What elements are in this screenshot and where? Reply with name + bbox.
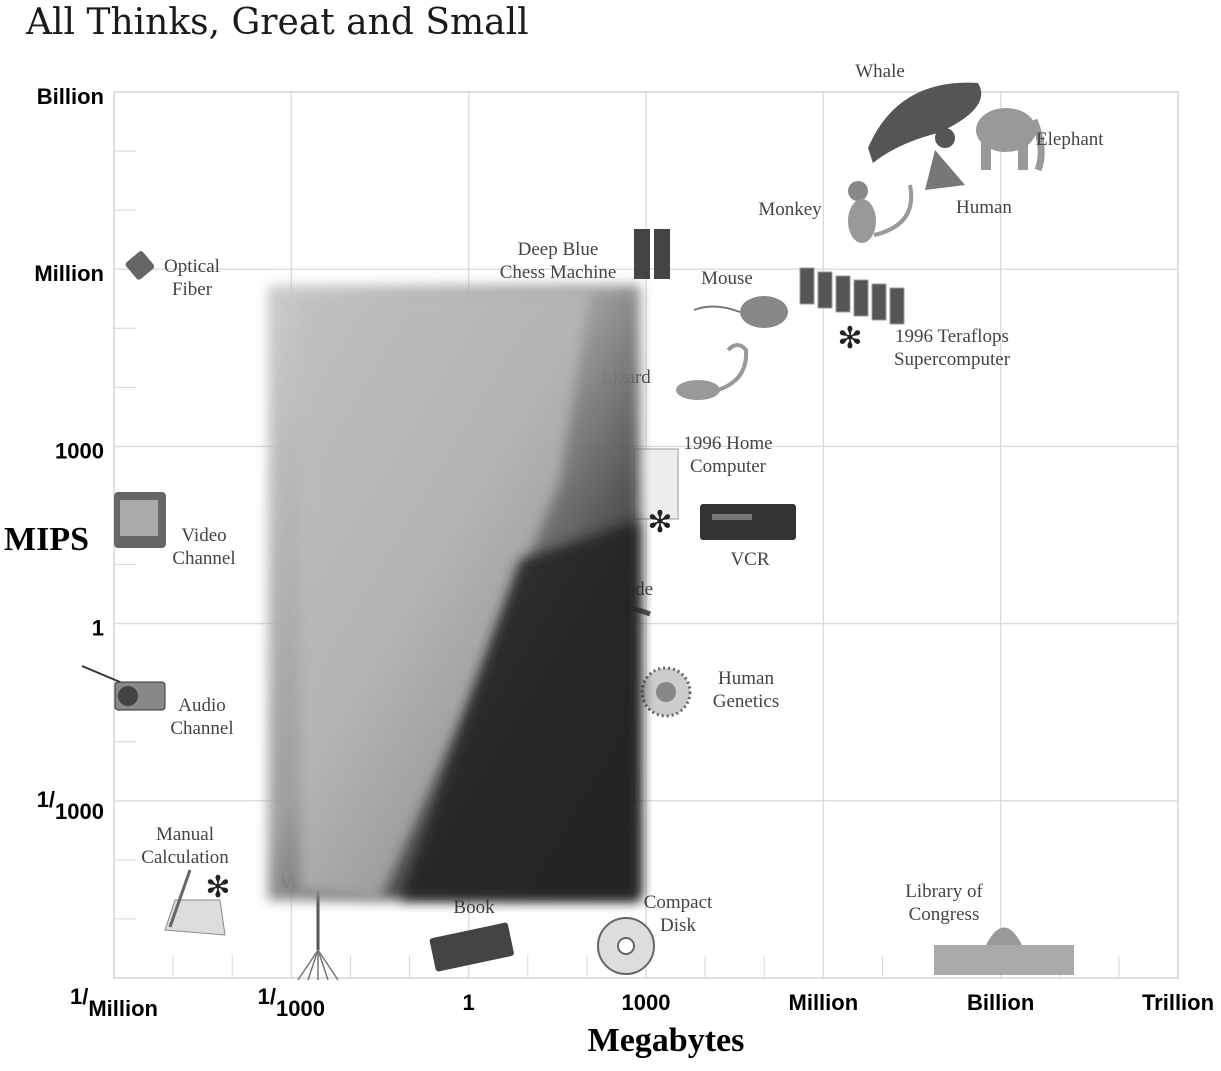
hand-writing-icon — [164, 869, 226, 936]
point-label: 1996 Teraflops Supercomputer — [894, 326, 1011, 370]
y-axis-ticks: Billion Million 1000 1 1/1000 — [34, 84, 104, 824]
data-point: Human — [925, 128, 1012, 218]
point-label: Mouse — [701, 268, 753, 289]
home-computer-icon — [633, 448, 679, 520]
point-label: Book — [453, 897, 495, 918]
asterisk-marker: ✻ — [647, 505, 672, 540]
point-label: Audio Channel — [170, 695, 233, 739]
obscured-region — [268, 285, 640, 900]
data-point: Compact Disk — [597, 892, 713, 975]
data-point: Human Genetics — [640, 666, 779, 718]
data-point: Audio Channel — [81, 665, 234, 739]
point-label: VCR — [730, 549, 769, 570]
point-label: Monkey — [758, 199, 822, 220]
point-label: Whale — [855, 61, 905, 82]
human-icon — [925, 128, 965, 190]
whale-icon — [868, 82, 982, 163]
y-tick-label: Billion — [37, 84, 104, 109]
data-point: Manual Calculation✻ — [141, 824, 231, 936]
data-point: Book — [429, 897, 514, 972]
data-point: Video Channel — [114, 492, 236, 569]
point-label: 1996 Home Computer — [683, 433, 772, 477]
data-point: VCR — [700, 504, 796, 570]
y-tick-label: 1000 — [55, 438, 104, 463]
deep-blue-icon — [634, 229, 670, 279]
neuron-icon — [297, 890, 339, 981]
data-point: Mouse — [693, 268, 788, 328]
data-point: Whale — [855, 61, 982, 163]
vcr-icon — [700, 504, 796, 540]
elephant-icon — [976, 108, 1045, 172]
book-icon — [429, 922, 514, 972]
data-point: 1996 Home Computer ✻ — [633, 433, 773, 540]
chart-title: All Thinks, Great and Small — [25, 2, 529, 43]
y-tick-label: 1/1000 — [37, 787, 104, 824]
point-label: Library of Congress — [905, 881, 983, 925]
x-tick-label: Million — [789, 990, 859, 1015]
data-point: 1996 Teraflops Supercomputer ✻ — [799, 267, 1011, 370]
point-label: Manual Calculation — [141, 824, 229, 868]
x-axis-title: Megabytes — [588, 1022, 745, 1059]
point-label: Compact Disk — [644, 892, 713, 936]
point-label: Deep Blue Chess Machine — [500, 239, 617, 283]
optical-fiber-icon — [125, 251, 155, 280]
library-icon — [934, 927, 1074, 975]
data-point: Library of Congress — [905, 881, 1074, 975]
y-tick-label: 1 — [92, 616, 104, 641]
x-tick-label: Trillion — [1142, 990, 1214, 1015]
mouse-icon — [693, 296, 788, 328]
point-label: Elephant — [1036, 129, 1104, 150]
x-tick-label: 1 — [463, 990, 475, 1015]
monkey-icon — [848, 181, 914, 243]
asterisk-marker: ✻ — [205, 870, 230, 905]
tv-icon — [114, 492, 166, 548]
x-tick-label: Billion — [967, 990, 1034, 1015]
x-axis-ticks: 1/Million 1/1000 1 1000 Million Billion Trilli… — [70, 984, 1214, 1021]
cell-icon — [640, 666, 692, 718]
point-label: Human — [956, 197, 1012, 218]
asterisk-marker: ✻ — [837, 321, 862, 356]
lizard-icon — [676, 343, 749, 400]
radio-icon — [81, 665, 166, 711]
point-label: Video Channel — [172, 525, 235, 569]
y-tick-label: Million — [34, 261, 104, 286]
supercomputer-icon — [799, 267, 905, 325]
point-label: Optical Fiber — [164, 256, 220, 300]
y-axis-title: MIPS — [4, 521, 89, 558]
x-tick-label: 1000 — [622, 990, 671, 1015]
data-point: Monkey — [758, 181, 914, 243]
data-point: Optical Fiber — [125, 251, 220, 300]
data-point: Elephant — [976, 108, 1104, 172]
data-point: Deep Blue Chess Machine — [500, 229, 670, 283]
x-tick-label: 1/1000 — [258, 984, 325, 1021]
x-tick-label: 1/Million — [70, 984, 158, 1021]
point-label: Human Genetics — [713, 668, 779, 712]
cd-icon — [597, 917, 655, 975]
